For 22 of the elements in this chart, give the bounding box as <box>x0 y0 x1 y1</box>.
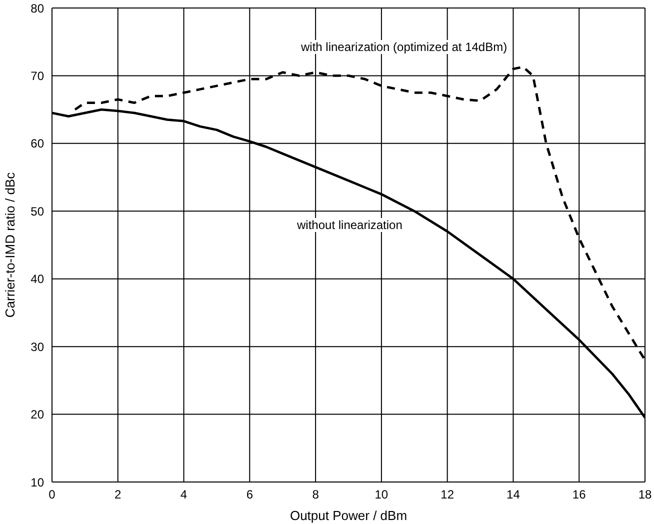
x-axis-title: Output Power / dBm <box>290 508 408 523</box>
y-tick-label: 50 <box>30 204 44 218</box>
x-tick-label: 0 <box>48 488 56 502</box>
y-tick-label: 60 <box>30 136 44 151</box>
x-tick-label: 12 <box>440 488 454 502</box>
x-tick-label: 18 <box>638 488 652 502</box>
annotation: without linearization <box>296 218 404 232</box>
y-tick-label: 70 <box>30 68 44 83</box>
x-tick-label: 10 <box>374 488 388 502</box>
y-tick-label: 80 <box>30 1 44 16</box>
y-axis-title: Carrier-to-IMD ratio / dBc <box>2 172 18 318</box>
x-tick-label: 8 <box>312 488 320 502</box>
x-tick-label: 4 <box>180 488 188 502</box>
y-tick-label: 40 <box>30 272 44 286</box>
x-tick-label: 16 <box>572 488 586 502</box>
x-tick-label: 6 <box>246 488 254 502</box>
x-tick-label: 2 <box>114 488 122 502</box>
y-tick-label: 30 <box>30 340 44 354</box>
x-tick-label: 14 <box>506 488 520 502</box>
y-tick-label: 10 <box>30 475 44 490</box>
y-tick-label: 20 <box>30 408 44 422</box>
annotation: with linearization (optimized at 14dBm) <box>300 40 508 54</box>
